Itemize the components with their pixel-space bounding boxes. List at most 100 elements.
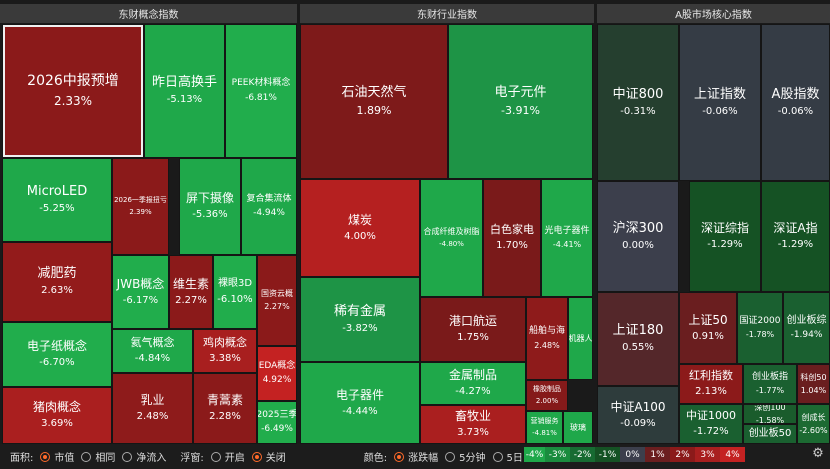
area-radio-equal[interactable] [81,451,92,462]
tile-value: 2.27% [264,302,290,311]
tile-30[interactable]: 金属制品 -4.27% [420,362,526,405]
tile-32[interactable]: 电子器件 -4.44% [300,362,420,444]
tile-24[interactable]: 白色家电 1.70% [483,179,541,297]
color-radio-change[interactable] [394,451,405,462]
tile-5[interactable]: 屏下摄像 -5.36% [179,158,241,255]
tile-2[interactable]: PEEK材料概念 -6.81% [225,24,297,158]
tile-25[interactable]: 光电子器件 -4.41% [541,179,593,297]
tile-31[interactable]: 橡胶制品 2.00% [526,380,568,411]
tile-name: MicroLED [26,184,88,200]
color-option-change[interactable]: 涨跌幅 [408,453,439,464]
tile-37[interactable]: 上证指数 -0.06% [679,24,761,181]
legend-swatch: 2% [670,447,695,462]
tile-50[interactable]: 中证1000 -1.72% [679,404,743,444]
tile-21[interactable]: 电子元件 -3.91% [448,24,593,179]
color-radio-5min[interactable] [445,451,456,462]
tile-10[interactable]: 裸眼3D -6.10% [213,255,257,329]
gear-icon[interactable]: ⚙ [812,446,824,461]
tile-name: A股指数 [771,86,820,102]
tile-38[interactable]: A股指数 -0.06% [761,24,830,181]
tile-36[interactable]: 中证800 -0.31% [597,24,679,181]
color-option-5min[interactable]: 5分钟 [459,453,486,464]
tile-8[interactable]: JWB概念 -6.17% [112,255,169,329]
tile-48[interactable]: 科创50 1.04% [797,364,830,404]
tile-name: 中证800 [612,86,664,102]
tile-value: -3.91% [501,104,540,118]
tile-51[interactable]: 深创100 -1.58% [743,404,797,424]
tile-name: 鸡肉概念 [203,336,247,350]
tile-53[interactable]: 创成长 -2.60% [797,404,830,444]
tile-1[interactable]: 昨日高换手 -5.13% [144,24,225,158]
tile-47[interactable]: 创业板指 -1.77% [743,364,797,404]
tile-3[interactable]: MicroLED -5.25% [2,158,112,242]
tile-name: 上证180 [612,323,664,339]
tile-22[interactable]: 煤炭 4.00% [300,179,420,277]
tile-name: 光电子器件 [544,225,590,236]
tile-value: -5.13% [166,94,203,106]
tile-13[interactable]: 氦气概念 -4.84% [112,329,193,373]
tile-value: 4.00% [344,230,376,242]
area-option-market-cap[interactable]: 市值 [54,453,75,464]
tile-29[interactable]: 机器人 [568,297,593,380]
color-option-5day[interactable]: 5日 [506,453,523,464]
float-option-on[interactable]: 开启 [224,453,245,464]
tile-9[interactable]: 维生素 2.27% [169,255,213,329]
tile-43[interactable]: 上证50 0.91% [679,292,737,364]
tile-value: 1.70% [496,240,528,252]
float-radio-off[interactable] [251,451,262,462]
tile-52[interactable]: 创业板50 [743,424,797,444]
tile-34[interactable]: 营销服务 -4.81% [526,411,563,444]
legend-swatch: 1% [645,447,670,462]
tile-28[interactable]: 船舶与海 2.48% [526,297,568,380]
tile-17[interactable]: 乳业 2.48% [112,373,193,444]
float-option-off[interactable]: 关闭 [265,453,286,464]
tile-7[interactable]: 减肥药 2.63% [2,242,112,322]
tile-33[interactable]: 畜牧业 3.73% [420,405,526,444]
tile-value: -5.25% [39,203,75,215]
tile-44[interactable]: 国证2000 -1.78% [737,292,783,364]
area-label: 面积: [10,453,34,464]
tile-12[interactable]: 电子纸概念 -6.70% [2,322,112,387]
area-option-equal[interactable]: 相同 [95,453,116,464]
tile-19[interactable]: 2025三季 -6.49% [257,401,297,444]
tile-name: 上证指数 [693,86,746,102]
tile-49[interactable]: 中证A100 -0.09% [597,386,679,444]
tile-16[interactable]: 猪肉概念 3.69% [2,387,112,444]
tile-20[interactable]: 石油天然气 1.89% [300,24,448,179]
area-radio-market-cap[interactable] [40,451,51,462]
tile-15[interactable]: EDA概念 4.92% [257,346,297,401]
tile-27[interactable]: 港口航运 1.75% [420,297,526,362]
color-control: 颜色: 涨跌幅 5分钟 5日 [364,444,523,469]
tile-42[interactable]: 上证180 0.55% [597,292,679,386]
tile-41[interactable]: 深证A指 -1.29% [761,181,830,292]
tile-11[interactable]: 国资云概 2.27% [257,255,297,346]
tile-name: 金属制品 [448,368,497,383]
area-option-net-inflow[interactable]: 净流入 [136,453,167,464]
color-radio-5day[interactable] [492,451,503,462]
area-radio-net-inflow[interactable] [122,451,133,462]
tile-26[interactable]: 稀有金属 -3.82% [300,277,420,362]
tile-14[interactable]: 鸡肉概念 3.38% [193,329,257,373]
tile-0[interactable]: 2026中报预增 2.33% [2,24,144,158]
tile-name: 电子纸概念 [26,339,87,354]
tile-value: 2.27% [175,294,207,306]
tile-46[interactable]: 红利指数 2.13% [679,364,743,404]
tile-name: 船舶与海 [528,326,565,337]
tile-name: 白色家电 [490,223,534,237]
tile-4[interactable]: 2026一季报扭亏 2.39% [112,158,169,255]
tile-name: 科创50 [800,372,827,382]
tile-18[interactable]: 青蒿素 2.28% [193,373,257,444]
tile-23[interactable]: 合成纤维及树脂 -4.80% [420,179,483,297]
tile-value: -0.09% [620,417,656,429]
tile-39[interactable]: 沪深300 0.00% [597,181,679,292]
float-control: 浮窗: 开启 关闭 [180,444,286,469]
tile-6[interactable]: 复合集流体 -4.94% [241,158,297,255]
tile-name: 复合集流体 [246,193,292,204]
tile-name: 国资云概 [261,289,293,298]
tile-value: 3.69% [41,418,73,430]
tile-name: 氦气概念 [130,336,175,350]
float-radio-on[interactable] [210,451,221,462]
tile-45[interactable]: 创业板综 -1.94% [783,292,830,364]
tile-40[interactable]: 深证综指 -1.29% [689,181,761,292]
tile-35[interactable]: 玻璃 [563,411,593,444]
